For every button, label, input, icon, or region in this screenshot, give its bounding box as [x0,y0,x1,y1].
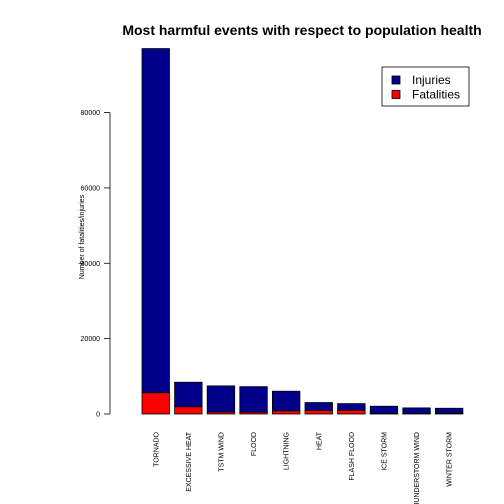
y-axis-label: Number of fatalities/injuries [79,194,86,279]
bar-fatalities-2 [206,411,236,415]
bar-fatalities-4 [271,410,301,415]
y-tick-label-2: 40000 [81,261,101,268]
x-tick-label-1: EXCESSIVE HEAT [186,431,193,492]
bar-fatalities-0 [141,392,170,415]
chart-title: Most harmful events with respect to popu… [122,22,481,38]
x-tick-label-3: FLOOD [251,432,258,456]
y-axis: 0 20000 40000 60000 80000 [81,110,111,419]
x-tick-label-4: LIGHTNING [284,432,291,470]
legend-label-fatalities: Fatalities [412,88,460,102]
legend-label-injuries: Injuries [412,73,451,87]
x-tick-label-6: FLASH FLOOD [349,432,356,481]
bar-injuries-0 [141,48,170,394]
bar-injuries-3 [239,386,268,413]
bar-injuries-1 [174,381,203,408]
bar-fatalities-5 [304,410,333,415]
bar-fatalities-1 [174,406,203,415]
bar-fatalities-9 [434,412,464,415]
bar-fatalities-6 [337,409,366,415]
bar-injuries-9 [434,407,464,414]
legend-swatch-injuries [391,75,401,85]
x-tick-label-9: WINTER STORM [447,432,454,487]
bar-injuries-8 [402,407,431,414]
x-axis-labels: TORNADO EXCESSIVE HEAT TSTM WIND FLOOD LIGHT… [153,431,453,504]
legend-box [381,66,470,107]
x-tick-label-0: TORNADO [153,431,160,466]
bar-injuries-7 [369,405,399,415]
x-tick-label-8: THUNDERSTORM WIND [414,432,421,504]
legend-swatch-fatalities [391,90,401,99]
x-tick-label-2: TSTM WIND [218,432,225,472]
y-tick-label-4: 80000 [81,110,101,117]
bar-fatalities-8 [402,413,431,415]
x-tick-label-7: ICE STORM [381,432,388,471]
x-tick-label-5: HEAT [316,431,323,450]
y-tick-label-3: 60000 [81,185,101,192]
bar-injuries-2 [206,385,236,413]
bars-group [141,48,464,415]
bar-fatalities-3 [239,411,268,415]
bar-injuries-6 [337,403,366,411]
bar-injuries-4 [271,390,301,412]
bar-injuries-5 [304,402,333,411]
y-tick-label-0: 0 [96,412,100,419]
y-tick-label-1: 20000 [81,336,101,343]
